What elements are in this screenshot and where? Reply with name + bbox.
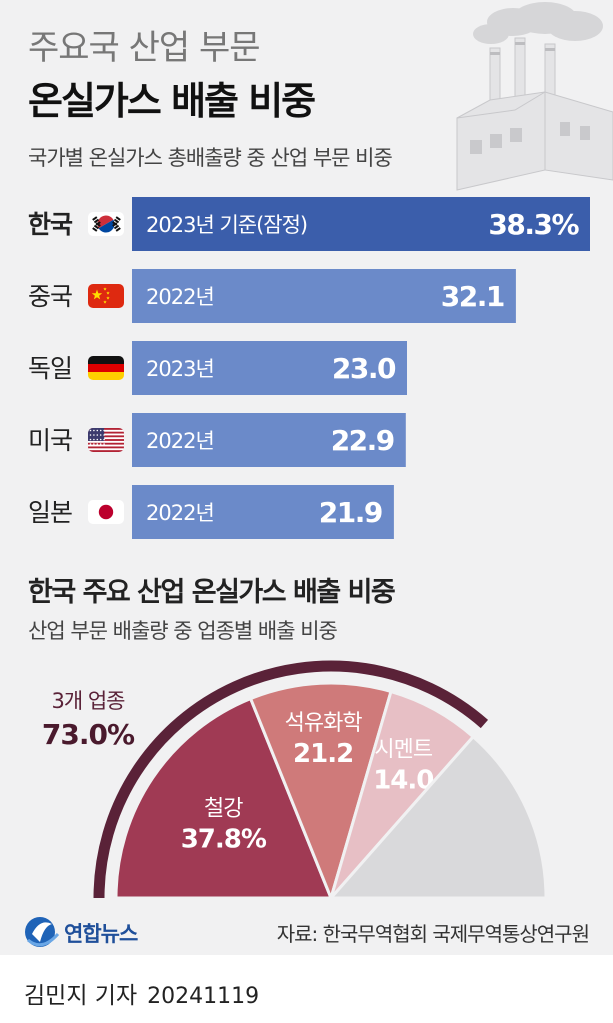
bar <box>132 269 516 323</box>
year-label: 2022년 <box>146 285 214 309</box>
group-arc <box>93 660 489 899</box>
bar-row: 독일 2023년 23.0 <box>28 341 407 395</box>
bar-row: 미국 2022년 22.9 <box>28 413 406 467</box>
bar <box>132 341 407 395</box>
usa-flag-icon <box>88 428 124 452</box>
year-label: 2023년 기준(잠정) <box>146 213 307 237</box>
category-label: 한국 <box>28 210 73 239</box>
china-flag-icon <box>88 284 124 308</box>
credit-line: 김민지 기자 20241119 <box>24 976 259 1010</box>
slice-label: 시멘트 <box>374 738 432 763</box>
year-label: 2022년 <box>146 501 214 525</box>
infographic-card: 주요국 산업 부문 온실가스 배출 비중 국가별 온실가스 총배출량 중 산업 … <box>0 0 613 955</box>
bar-row: 중국 2022년 32.1 <box>28 269 516 323</box>
factory-icon <box>456 2 613 191</box>
group-value: 73.0% <box>42 718 135 751</box>
title-line1: 주요국 산업 부문 <box>28 28 261 68</box>
value-label: 38.3% <box>488 208 579 241</box>
slice-value: 21.2 <box>293 739 353 769</box>
value-label: 32.1 <box>441 280 504 313</box>
pie-slice-petrochem <box>248 681 393 903</box>
section2-subtitle: 산업 부문 배출량 중 업종별 배출 비중 <box>28 619 338 643</box>
section2-title: 한국 주요 산업 온실가스 배출 비중 <box>28 577 396 608</box>
bar-row: 한국 2023년 기준(잠정) 38.3% <box>28 197 590 251</box>
bar-row: 일본 2022년 21.9 <box>28 485 394 539</box>
publish-date: 20241119 <box>147 984 260 1009</box>
category-label: 미국 <box>28 426 72 455</box>
germany-flag-icon <box>88 356 124 380</box>
title-line2: 온실가스 배출 비중 <box>28 79 316 123</box>
year-label: 2022년 <box>146 429 214 453</box>
slice-label: 석유화학 <box>285 711 363 736</box>
pie-slice-steel <box>114 696 334 900</box>
japan-flag-icon <box>88 500 124 524</box>
country-bar-chart: 한국 2023년 기준(잠정) 38.3% 중국 2022년 32.1 독일 2023년 23.… <box>28 197 590 539</box>
source-text: 자료: 한국무역협회 국제무역통상연구원 <box>276 922 590 946</box>
group-label: 3개 업종 <box>52 689 126 713</box>
bar <box>132 413 406 467</box>
bar <box>132 485 394 539</box>
category-label: 일본 <box>28 498 72 527</box>
category-label: 독일 <box>28 354 72 383</box>
category-label: 중국 <box>28 282 72 311</box>
value-label: 22.9 <box>331 424 394 457</box>
korea-flag-icon <box>88 212 124 236</box>
logo-text: 연합뉴스 <box>64 922 138 946</box>
bar <box>132 197 590 251</box>
year-label: 2023년 <box>146 357 214 381</box>
slice-label: 철강 <box>204 796 243 821</box>
pie-slice-other <box>327 734 548 900</box>
reporter-name: 김민지 기자 <box>24 983 138 1009</box>
yonhap-logo-icon <box>25 917 60 947</box>
subtitle: 국가별 온실가스 총배출량 중 산업 부문 비중 <box>28 146 393 170</box>
value-label: 23.0 <box>332 352 396 385</box>
value-label: 21.9 <box>319 496 382 529</box>
slice-value: 37.8% <box>181 824 267 854</box>
